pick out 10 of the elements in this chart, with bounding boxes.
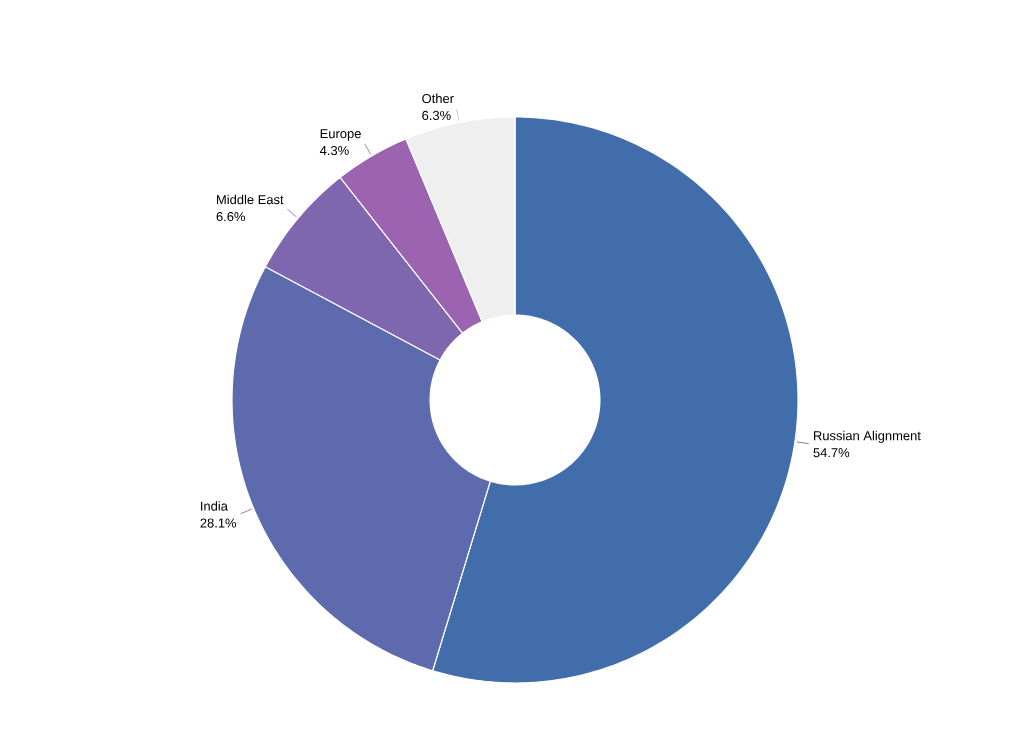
slice-label: Middle East <box>217 194 284 205</box>
slice-label: Europe <box>320 129 361 141</box>
slice-label: Russian Alignment <box>814 430 921 443</box>
data-label: 6.6% <box>216 212 246 222</box>
slice-label: India <box>201 501 228 511</box>
data-label: 6.3% <box>422 110 451 121</box>
data-label: 54.7% <box>813 448 850 458</box>
data-label: 4.3% <box>319 145 349 156</box>
slice-label: Other <box>422 93 454 104</box>
data-label: 28.1% <box>200 518 237 528</box>
